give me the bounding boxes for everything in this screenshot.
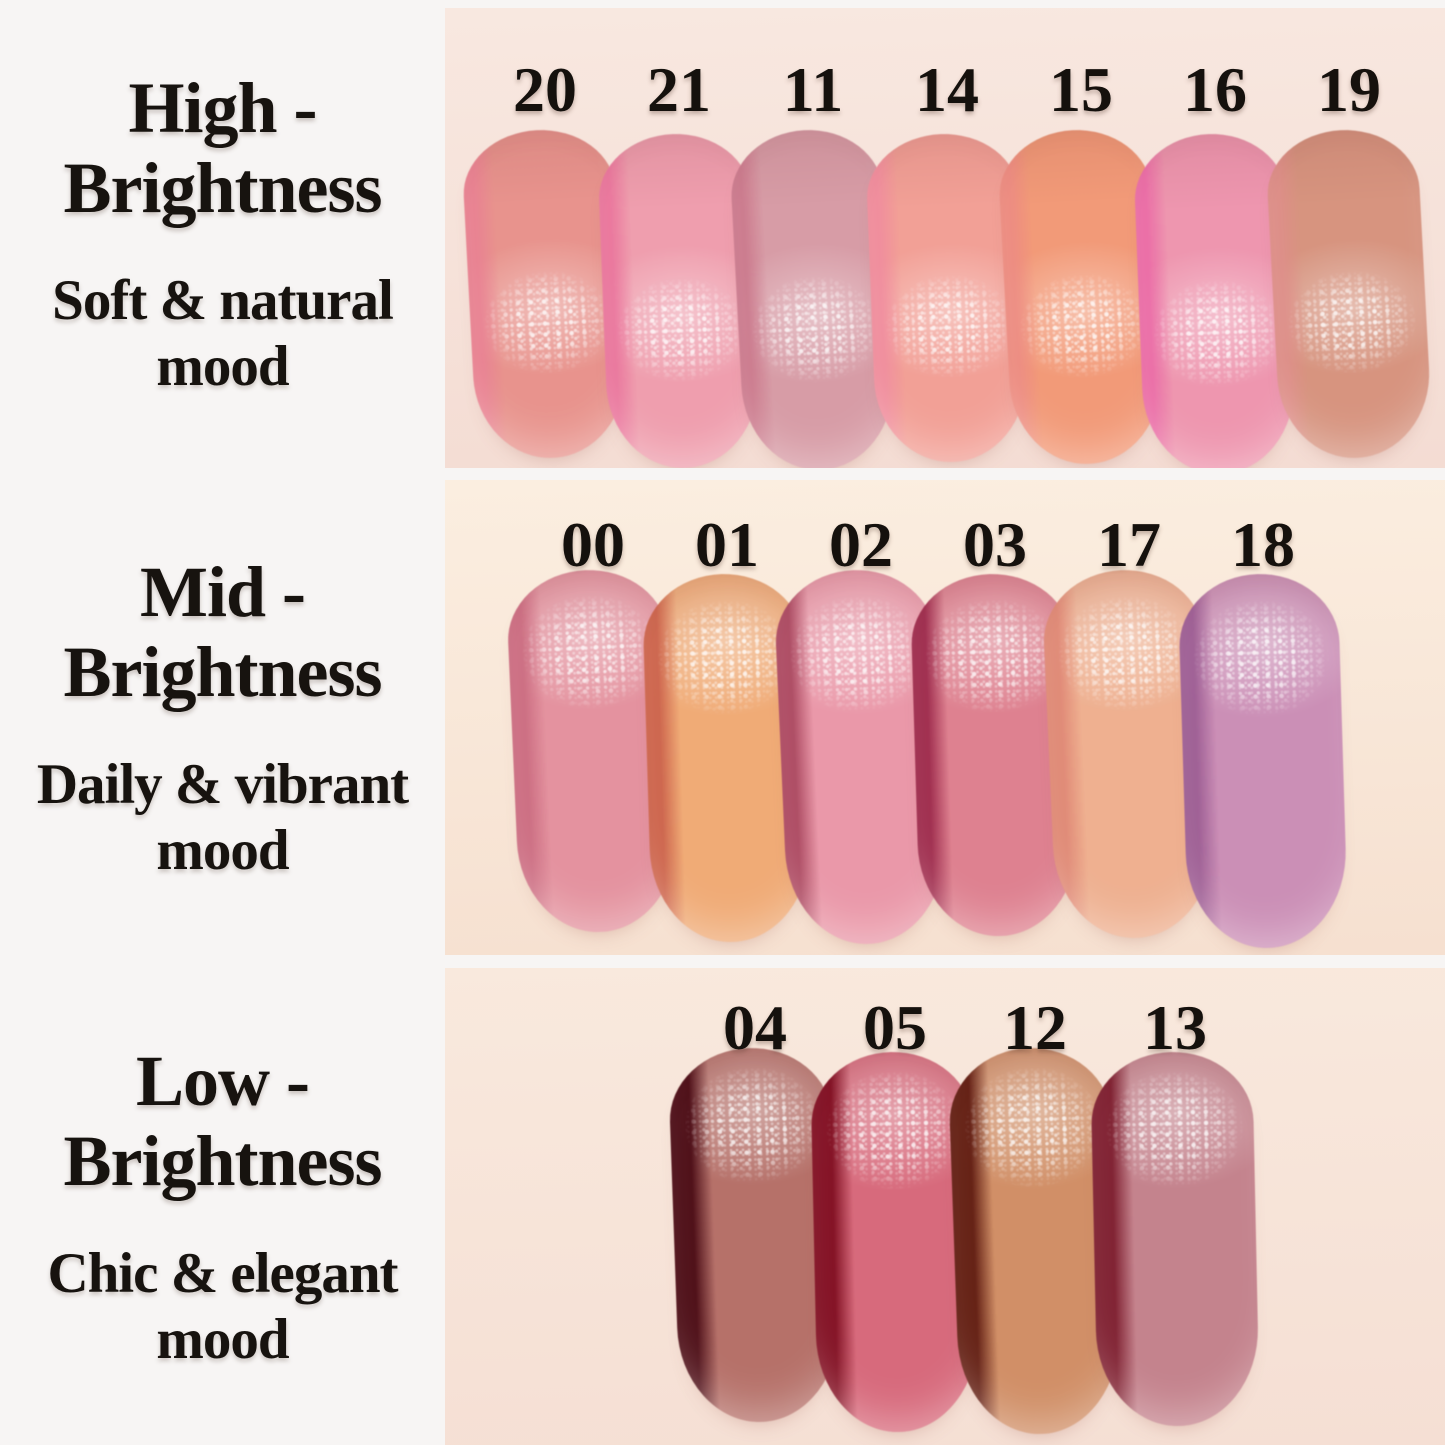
shade-number-13: 13 — [1143, 992, 1207, 1063]
shade-number-04: 04 — [723, 992, 787, 1063]
row-subtitle-line2: mood — [156, 335, 289, 398]
row-title-line2: Brightness — [63, 1120, 382, 1201]
row-title-line1: Low - — [135, 1040, 310, 1121]
shade-number-18: 18 — [1231, 509, 1295, 580]
shade-number-19: 19 — [1317, 54, 1381, 125]
row-subtitle-line1: Soft & natural — [52, 269, 394, 332]
shade-number-12: 12 — [1003, 992, 1067, 1063]
shade-number-21: 21 — [647, 54, 711, 125]
swatch-photo-panel-mid: 00 01 02 03 17 18 — [445, 480, 1445, 955]
section-low-brightness: Low - Brightness Chic & elegant mood 04 0… — [0, 968, 1445, 1445]
shade-number-15: 15 — [1049, 54, 1113, 125]
label-block-mid-brightness: Mid - Brightness Daily & vibrant mood — [0, 480, 445, 955]
label-block-low-brightness: Low - Brightness Chic & elegant mood — [0, 968, 445, 1445]
shade-number-20: 20 — [513, 54, 577, 125]
swatch-smear-13 — [1090, 1050, 1260, 1428]
row-title-line1: High - — [128, 68, 317, 148]
row-subtitle-line2: mood — [156, 1307, 289, 1371]
row-subtitle-mid: Daily & vibrant mood — [36, 752, 409, 884]
swatch-smear-19 — [1264, 126, 1434, 462]
shade-number-05: 05 — [863, 992, 927, 1063]
shade-number-11: 11 — [782, 54, 844, 125]
swatch-photo-panel-high: 20 21 11 14 15 16 19 — [445, 8, 1445, 468]
shade-number-14: 14 — [915, 54, 979, 125]
row-title-line1: Mid - — [140, 551, 306, 632]
row-subtitle-line1: Daily & vibrant — [36, 752, 409, 816]
row-subtitle-line2: mood — [156, 818, 289, 882]
label-block-high-brightness: High - Brightness Soft & natural mood — [0, 0, 445, 468]
shade-number-16: 16 — [1183, 54, 1247, 125]
row-title-mid: Mid - Brightness — [63, 551, 382, 712]
shade-number-00: 00 — [561, 509, 625, 580]
swatch-smear-18 — [1177, 571, 1349, 951]
row-subtitle-low: Chic & elegant mood — [47, 1241, 398, 1373]
row-title-high: High - Brightness — [63, 68, 382, 228]
section-mid-brightness: Mid - Brightness Daily & vibrant mood 00… — [0, 480, 1445, 955]
row-subtitle-high: Soft & natural mood — [52, 268, 394, 400]
shade-number-03: 03 — [963, 509, 1027, 580]
shade-number-02: 02 — [829, 509, 893, 580]
row-title-line2: Brightness — [63, 148, 382, 228]
row-title-line2: Brightness — [63, 631, 382, 712]
row-title-low: Low - Brightness — [63, 1040, 382, 1201]
swatch-photo-panel-low: 04 05 12 13 — [445, 968, 1445, 1445]
row-subtitle-line1: Chic & elegant — [47, 1241, 398, 1305]
section-high-brightness: High - Brightness Soft & natural mood 20… — [0, 0, 1445, 468]
shade-number-01: 01 — [695, 509, 759, 580]
shade-number-17: 17 — [1097, 509, 1161, 580]
